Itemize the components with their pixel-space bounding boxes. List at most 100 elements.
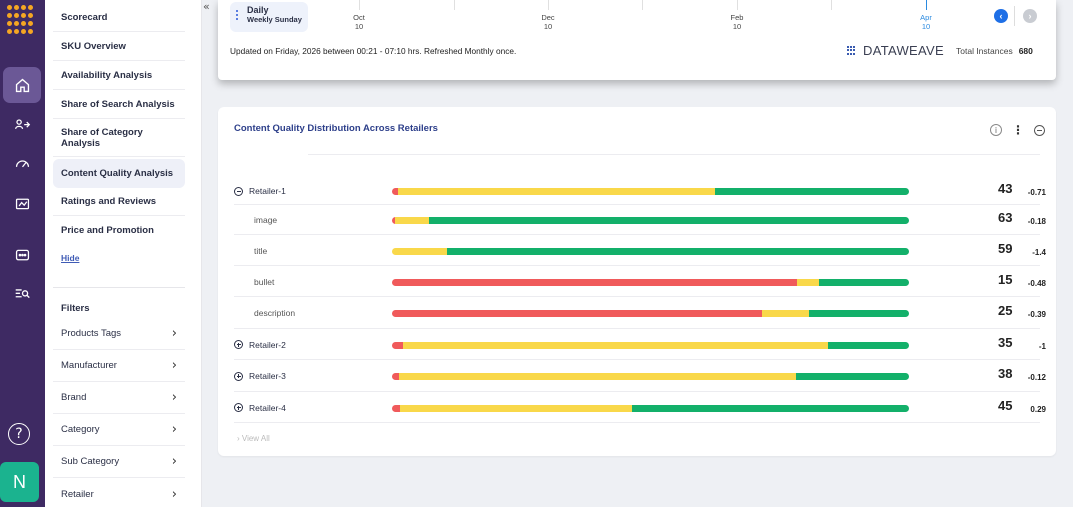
filter-products-tags[interactable]: Products Tags › bbox=[53, 318, 185, 350]
distribution-bar[interactable] bbox=[392, 279, 909, 286]
search-list-icon[interactable] bbox=[0, 274, 45, 310]
brand-name: DATAWEAVE bbox=[863, 43, 944, 58]
row-label: title bbox=[254, 235, 267, 266]
score-delta: -0.71 bbox=[1027, 188, 1046, 197]
nav-item-price-promotion[interactable]: Price and Promotion bbox=[61, 225, 154, 236]
distribution-bar[interactable] bbox=[392, 405, 909, 412]
distribution-bar[interactable] bbox=[392, 188, 909, 195]
quality-score: 59 bbox=[998, 241, 1013, 256]
timeline-date-feb[interactable]: Feb 10 bbox=[722, 13, 752, 31]
speedometer-icon[interactable] bbox=[0, 145, 45, 181]
bar-segment-green bbox=[632, 405, 909, 412]
chat-icon[interactable] bbox=[0, 237, 45, 273]
bar-segment-green bbox=[828, 342, 909, 349]
distribution-bar[interactable] bbox=[392, 217, 909, 224]
collapse-row-icon[interactable] bbox=[234, 186, 243, 196]
table-row: description 25 -0.39 bbox=[234, 297, 1046, 329]
minimize-icon[interactable] bbox=[1034, 124, 1045, 136]
table-row: image 63 -0.18 bbox=[234, 205, 1046, 235]
nav-item-sku-overview[interactable]: SKU Overview bbox=[53, 32, 185, 61]
row-label: Retailer-3 bbox=[234, 360, 286, 392]
view-all-link[interactable]: › View All bbox=[237, 434, 270, 443]
timeline-month: Dec bbox=[541, 13, 555, 22]
table-row[interactable]: Retailer-4 45 0.29 bbox=[234, 392, 1046, 423]
score-delta: 0.29 bbox=[1030, 405, 1046, 414]
timeline-prev-button[interactable]: ‹ bbox=[994, 9, 1008, 23]
collapse-sidebar-icon[interactable]: « bbox=[203, 0, 210, 13]
frequency-selector[interactable]: Daily Weekly Sunday bbox=[230, 2, 308, 32]
view-all-label: View All bbox=[241, 434, 270, 443]
nav-item-availability-analysis[interactable]: Availability Analysis bbox=[53, 61, 185, 90]
expand-row-icon[interactable] bbox=[234, 340, 243, 349]
bar-segment-green bbox=[715, 188, 909, 195]
timeline-date-oct[interactable]: Oct 10 bbox=[344, 13, 374, 31]
users-icon[interactable] bbox=[0, 107, 45, 143]
more-options-icon[interactable]: ⋮ bbox=[1012, 123, 1024, 137]
bar-segment-yellow bbox=[796, 279, 820, 286]
report-icon[interactable] bbox=[0, 185, 45, 221]
nav-item-ratings-reviews[interactable]: Ratings and Reviews bbox=[53, 188, 185, 216]
bar-segment-yellow bbox=[402, 342, 829, 349]
row-label: Retailer-2 bbox=[234, 329, 286, 360]
timeline-date-dec[interactable]: Dec 10 bbox=[533, 13, 563, 31]
timeline-month: Oct bbox=[353, 13, 365, 22]
app-logo-icon[interactable] bbox=[7, 5, 37, 35]
row-label: image bbox=[254, 205, 277, 235]
distribution-bar[interactable] bbox=[392, 342, 909, 349]
table-row[interactable]: Retailer-1 43 -0.71 bbox=[234, 177, 1046, 205]
score-delta: -0.48 bbox=[1027, 279, 1046, 288]
avatar[interactable]: N bbox=[0, 462, 39, 502]
filter-sub-category[interactable]: Sub Category › bbox=[53, 446, 185, 478]
filter-manufacturer[interactable]: Manufacturer › bbox=[53, 350, 185, 382]
row-label: bullet bbox=[254, 266, 274, 297]
quality-score: 63 bbox=[998, 210, 1013, 225]
row-label-text: Retailer-4 bbox=[249, 402, 286, 413]
bar-segment-yellow bbox=[398, 188, 716, 195]
nav-divider bbox=[53, 287, 185, 288]
row-label: Retailer-1 bbox=[234, 177, 286, 205]
distribution-bar[interactable] bbox=[392, 373, 909, 380]
bar-segment-yellow bbox=[392, 248, 447, 255]
filter-retailer[interactable]: Retailer › bbox=[53, 478, 185, 507]
last-updated-text: Updated on Friday, 2026 between 00:21 - … bbox=[230, 46, 517, 56]
card-actions: i ⋮ bbox=[990, 123, 1045, 137]
nav-item-scorecard[interactable]: Scorecard bbox=[53, 4, 185, 32]
tab-underline bbox=[234, 153, 308, 155]
timeline-day: 10 bbox=[354, 22, 364, 31]
row-label-text: description bbox=[254, 308, 296, 318]
brand-logo: DATAWEAVE bbox=[847, 43, 944, 58]
nav-item-share-of-category[interactable]: Share of Category Analysis bbox=[53, 119, 185, 157]
nav-item-content-quality[interactable]: Content Quality Analysis bbox=[53, 159, 185, 188]
bar-segment-red bbox=[392, 217, 396, 224]
filter-category[interactable]: Category › bbox=[53, 414, 185, 446]
expand-row-icon[interactable] bbox=[234, 403, 243, 412]
table-row[interactable]: Retailer-3 38 -0.12 bbox=[234, 360, 1046, 392]
nav-item-share-of-search[interactable]: Share of Search Analysis bbox=[53, 90, 185, 119]
timeline-tick-active bbox=[926, 0, 927, 10]
timeline-date-apr[interactable]: Apr 10 bbox=[911, 13, 941, 31]
bar-segment-yellow bbox=[399, 373, 797, 380]
chevron-right-icon: › bbox=[171, 358, 177, 373]
expand-row-icon[interactable] bbox=[234, 371, 243, 381]
quality-score: 15 bbox=[998, 272, 1013, 287]
timeline-tick bbox=[737, 0, 738, 10]
row-label: Retailer-4 bbox=[234, 392, 286, 423]
distribution-bar[interactable] bbox=[392, 248, 909, 255]
timeline-next-button[interactable]: › bbox=[1023, 9, 1037, 23]
bar-segment-green bbox=[446, 248, 909, 255]
filter-label: Category bbox=[61, 424, 100, 435]
home-icon[interactable] bbox=[3, 67, 41, 103]
hide-link[interactable]: Hide bbox=[61, 253, 80, 263]
filter-brand[interactable]: Brand › bbox=[53, 382, 185, 414]
distribution-bar[interactable] bbox=[392, 310, 909, 317]
icon-rail: ? N bbox=[0, 0, 45, 507]
quality-score: 25 bbox=[998, 303, 1013, 318]
score-delta: -0.39 bbox=[1027, 310, 1046, 319]
bar-segment-red bbox=[392, 405, 401, 412]
info-icon[interactable]: i bbox=[990, 124, 1002, 136]
bar-segment-red bbox=[392, 188, 399, 195]
bar-segment-red bbox=[392, 373, 400, 380]
help-icon[interactable]: ? bbox=[8, 423, 30, 445]
table-row[interactable]: Retailer-2 35 -1 bbox=[234, 329, 1046, 360]
row-label: description bbox=[254, 297, 295, 329]
